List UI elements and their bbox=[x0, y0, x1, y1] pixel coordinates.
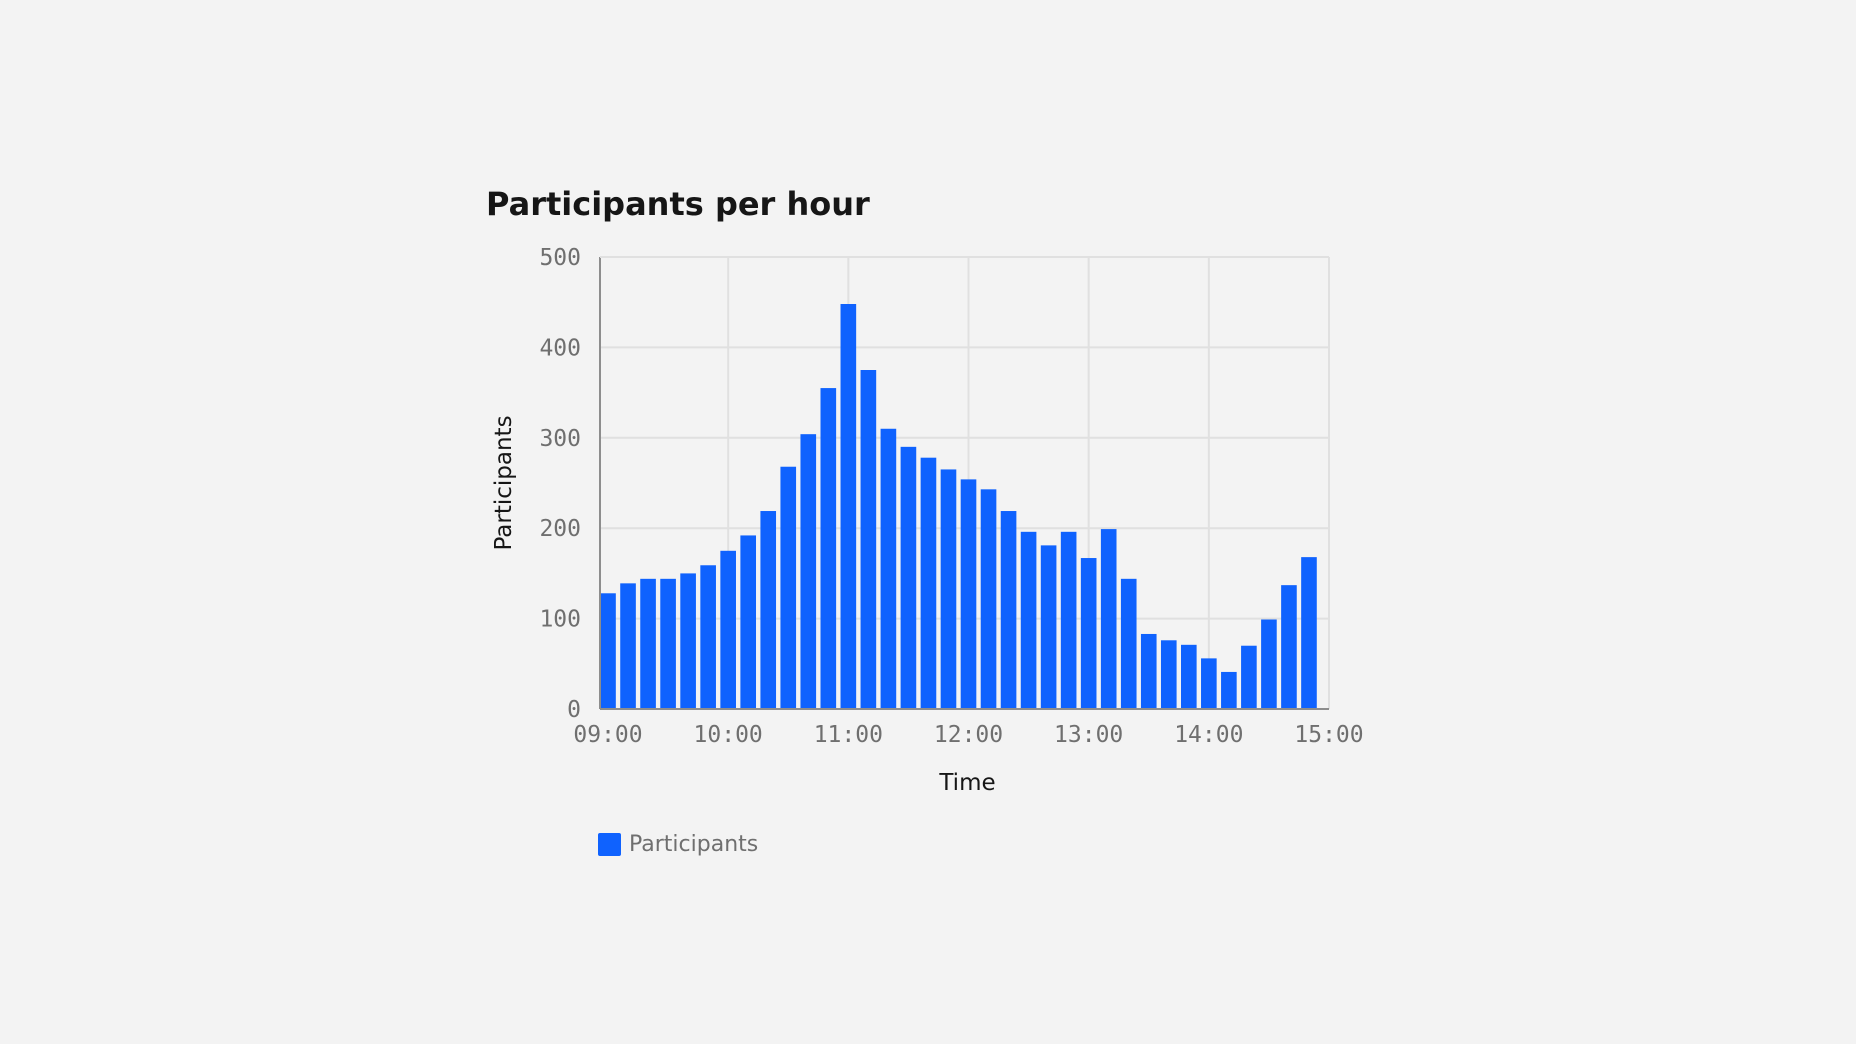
bar[interactable] bbox=[860, 370, 877, 709]
legend-label: Participants bbox=[629, 832, 759, 857]
x-tick-label: 15:00 bbox=[1294, 722, 1363, 748]
tick-labels: 0 100 200 300 400 500 09:00 10:00 11:00 12:00 13:0… bbox=[539, 245, 1363, 748]
bar[interactable] bbox=[1221, 671, 1237, 709]
bar[interactable] bbox=[660, 578, 676, 709]
bar[interactable] bbox=[920, 457, 937, 709]
y-tick-label: 200 bbox=[539, 516, 581, 542]
bar[interactable] bbox=[840, 304, 857, 709]
y-tick-label: 0 bbox=[567, 697, 581, 723]
bar[interactable] bbox=[800, 434, 817, 709]
bars bbox=[600, 304, 1317, 709]
y-axis-title: Participants bbox=[491, 415, 517, 550]
x-tick-label: 12:00 bbox=[934, 722, 1003, 748]
bar[interactable] bbox=[1261, 619, 1277, 709]
bar[interactable] bbox=[1281, 585, 1297, 709]
bar[interactable] bbox=[600, 593, 616, 709]
bar[interactable] bbox=[640, 578, 656, 709]
bar[interactable] bbox=[1020, 531, 1037, 709]
bar[interactable] bbox=[1160, 640, 1177, 709]
bar[interactable] bbox=[980, 489, 997, 709]
y-tick-label: 300 bbox=[539, 426, 581, 452]
bar[interactable] bbox=[1201, 658, 1217, 709]
bar[interactable] bbox=[720, 550, 736, 709]
bar[interactable] bbox=[1301, 557, 1317, 709]
bar[interactable] bbox=[620, 583, 636, 709]
legend[interactable]: Participants bbox=[598, 832, 758, 857]
bar[interactable] bbox=[760, 511, 777, 709]
bar[interactable] bbox=[1241, 645, 1257, 709]
bar[interactable] bbox=[1000, 511, 1017, 709]
bar[interactable] bbox=[880, 428, 897, 709]
bar[interactable] bbox=[680, 573, 696, 709]
bar[interactable] bbox=[1180, 644, 1197, 709]
axes bbox=[599, 256, 1329, 710]
x-tick-label: 13:00 bbox=[1054, 722, 1123, 748]
x-tick-label: 11:00 bbox=[814, 722, 883, 748]
bar[interactable] bbox=[1100, 529, 1117, 709]
x-axis-title: Time bbox=[938, 770, 995, 796]
y-tick-label: 500 bbox=[539, 245, 581, 271]
bar[interactable] bbox=[780, 466, 797, 709]
bar[interactable] bbox=[960, 479, 977, 709]
x-tick-label: 09:00 bbox=[573, 722, 642, 748]
bar[interactable] bbox=[1040, 545, 1057, 709]
y-tick-label: 400 bbox=[539, 335, 581, 361]
x-tick-label: 10:00 bbox=[694, 722, 763, 748]
bar[interactable] bbox=[940, 469, 957, 709]
bar[interactable] bbox=[1120, 578, 1137, 709]
bar[interactable] bbox=[820, 388, 837, 709]
bar[interactable] bbox=[740, 535, 757, 709]
bar[interactable] bbox=[900, 446, 917, 709]
y-tick-label: 100 bbox=[539, 607, 581, 633]
x-tick-label: 14:00 bbox=[1174, 722, 1243, 748]
bar[interactable] bbox=[1080, 558, 1097, 709]
chart-title: Participants per hour bbox=[486, 185, 870, 223]
bar[interactable] bbox=[700, 565, 716, 709]
bar[interactable] bbox=[1140, 633, 1157, 709]
bar[interactable] bbox=[1060, 531, 1077, 709]
legend-swatch bbox=[598, 833, 621, 856]
